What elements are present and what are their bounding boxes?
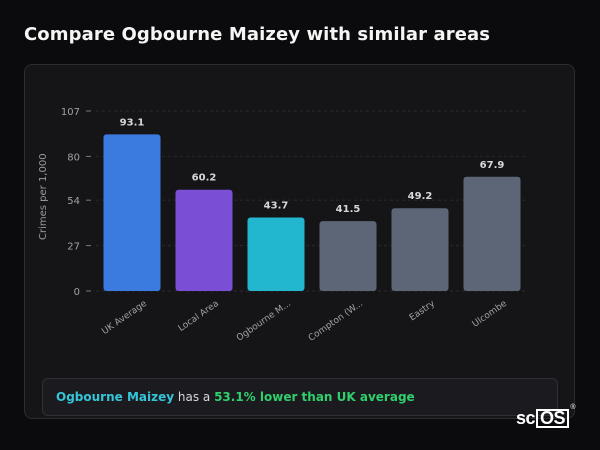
summary-area-name: Ogbourne Maizey bbox=[56, 390, 175, 404]
bar-value-label: 41.5 bbox=[336, 204, 361, 215]
bar bbox=[319, 221, 377, 291]
bar bbox=[247, 217, 305, 291]
summary-text: has a bbox=[174, 390, 215, 404]
bar bbox=[175, 189, 233, 291]
bar bbox=[391, 208, 449, 291]
logo-os-text: OS bbox=[536, 409, 570, 428]
logo-sc-text: sc bbox=[516, 408, 536, 428]
bar-value-label: 60.2 bbox=[192, 173, 217, 184]
x-category-label: Local Area bbox=[177, 299, 221, 334]
page-title: Compare Ogbourne Maizey with similar are… bbox=[24, 24, 491, 45]
bar-value-label: 43.7 bbox=[264, 200, 289, 211]
summary-stat: 53.1% lower than UK average bbox=[214, 390, 415, 404]
bar-value-label: 49.2 bbox=[408, 191, 433, 202]
x-category-label: Eastry bbox=[408, 298, 438, 323]
x-category-label: Ogbourne M... bbox=[235, 299, 293, 344]
scos-logo: sc OS ® bbox=[516, 404, 576, 429]
y-tick-label: 80 bbox=[67, 152, 80, 163]
x-category-label: UK Average bbox=[100, 299, 149, 337]
x-category-label: Ulcombe bbox=[471, 299, 510, 330]
y-tick-label: 54 bbox=[67, 196, 80, 207]
y-tick-label: 107 bbox=[61, 107, 80, 118]
bar-value-label: 67.9 bbox=[480, 160, 505, 171]
comparison-summary: Ogbourne Maizey has a 53.1% lower than U… bbox=[42, 378, 558, 416]
bar bbox=[463, 176, 521, 291]
y-tick-label: 0 bbox=[74, 287, 80, 298]
x-category-label: Compton (W... bbox=[307, 299, 365, 344]
logo-registered-mark: ® bbox=[570, 404, 576, 411]
y-axis-label: Crimes per 1,000 bbox=[38, 153, 49, 240]
y-tick-label: 27 bbox=[67, 242, 80, 253]
bar-value-label: 93.1 bbox=[120, 117, 145, 128]
bar bbox=[103, 134, 161, 291]
